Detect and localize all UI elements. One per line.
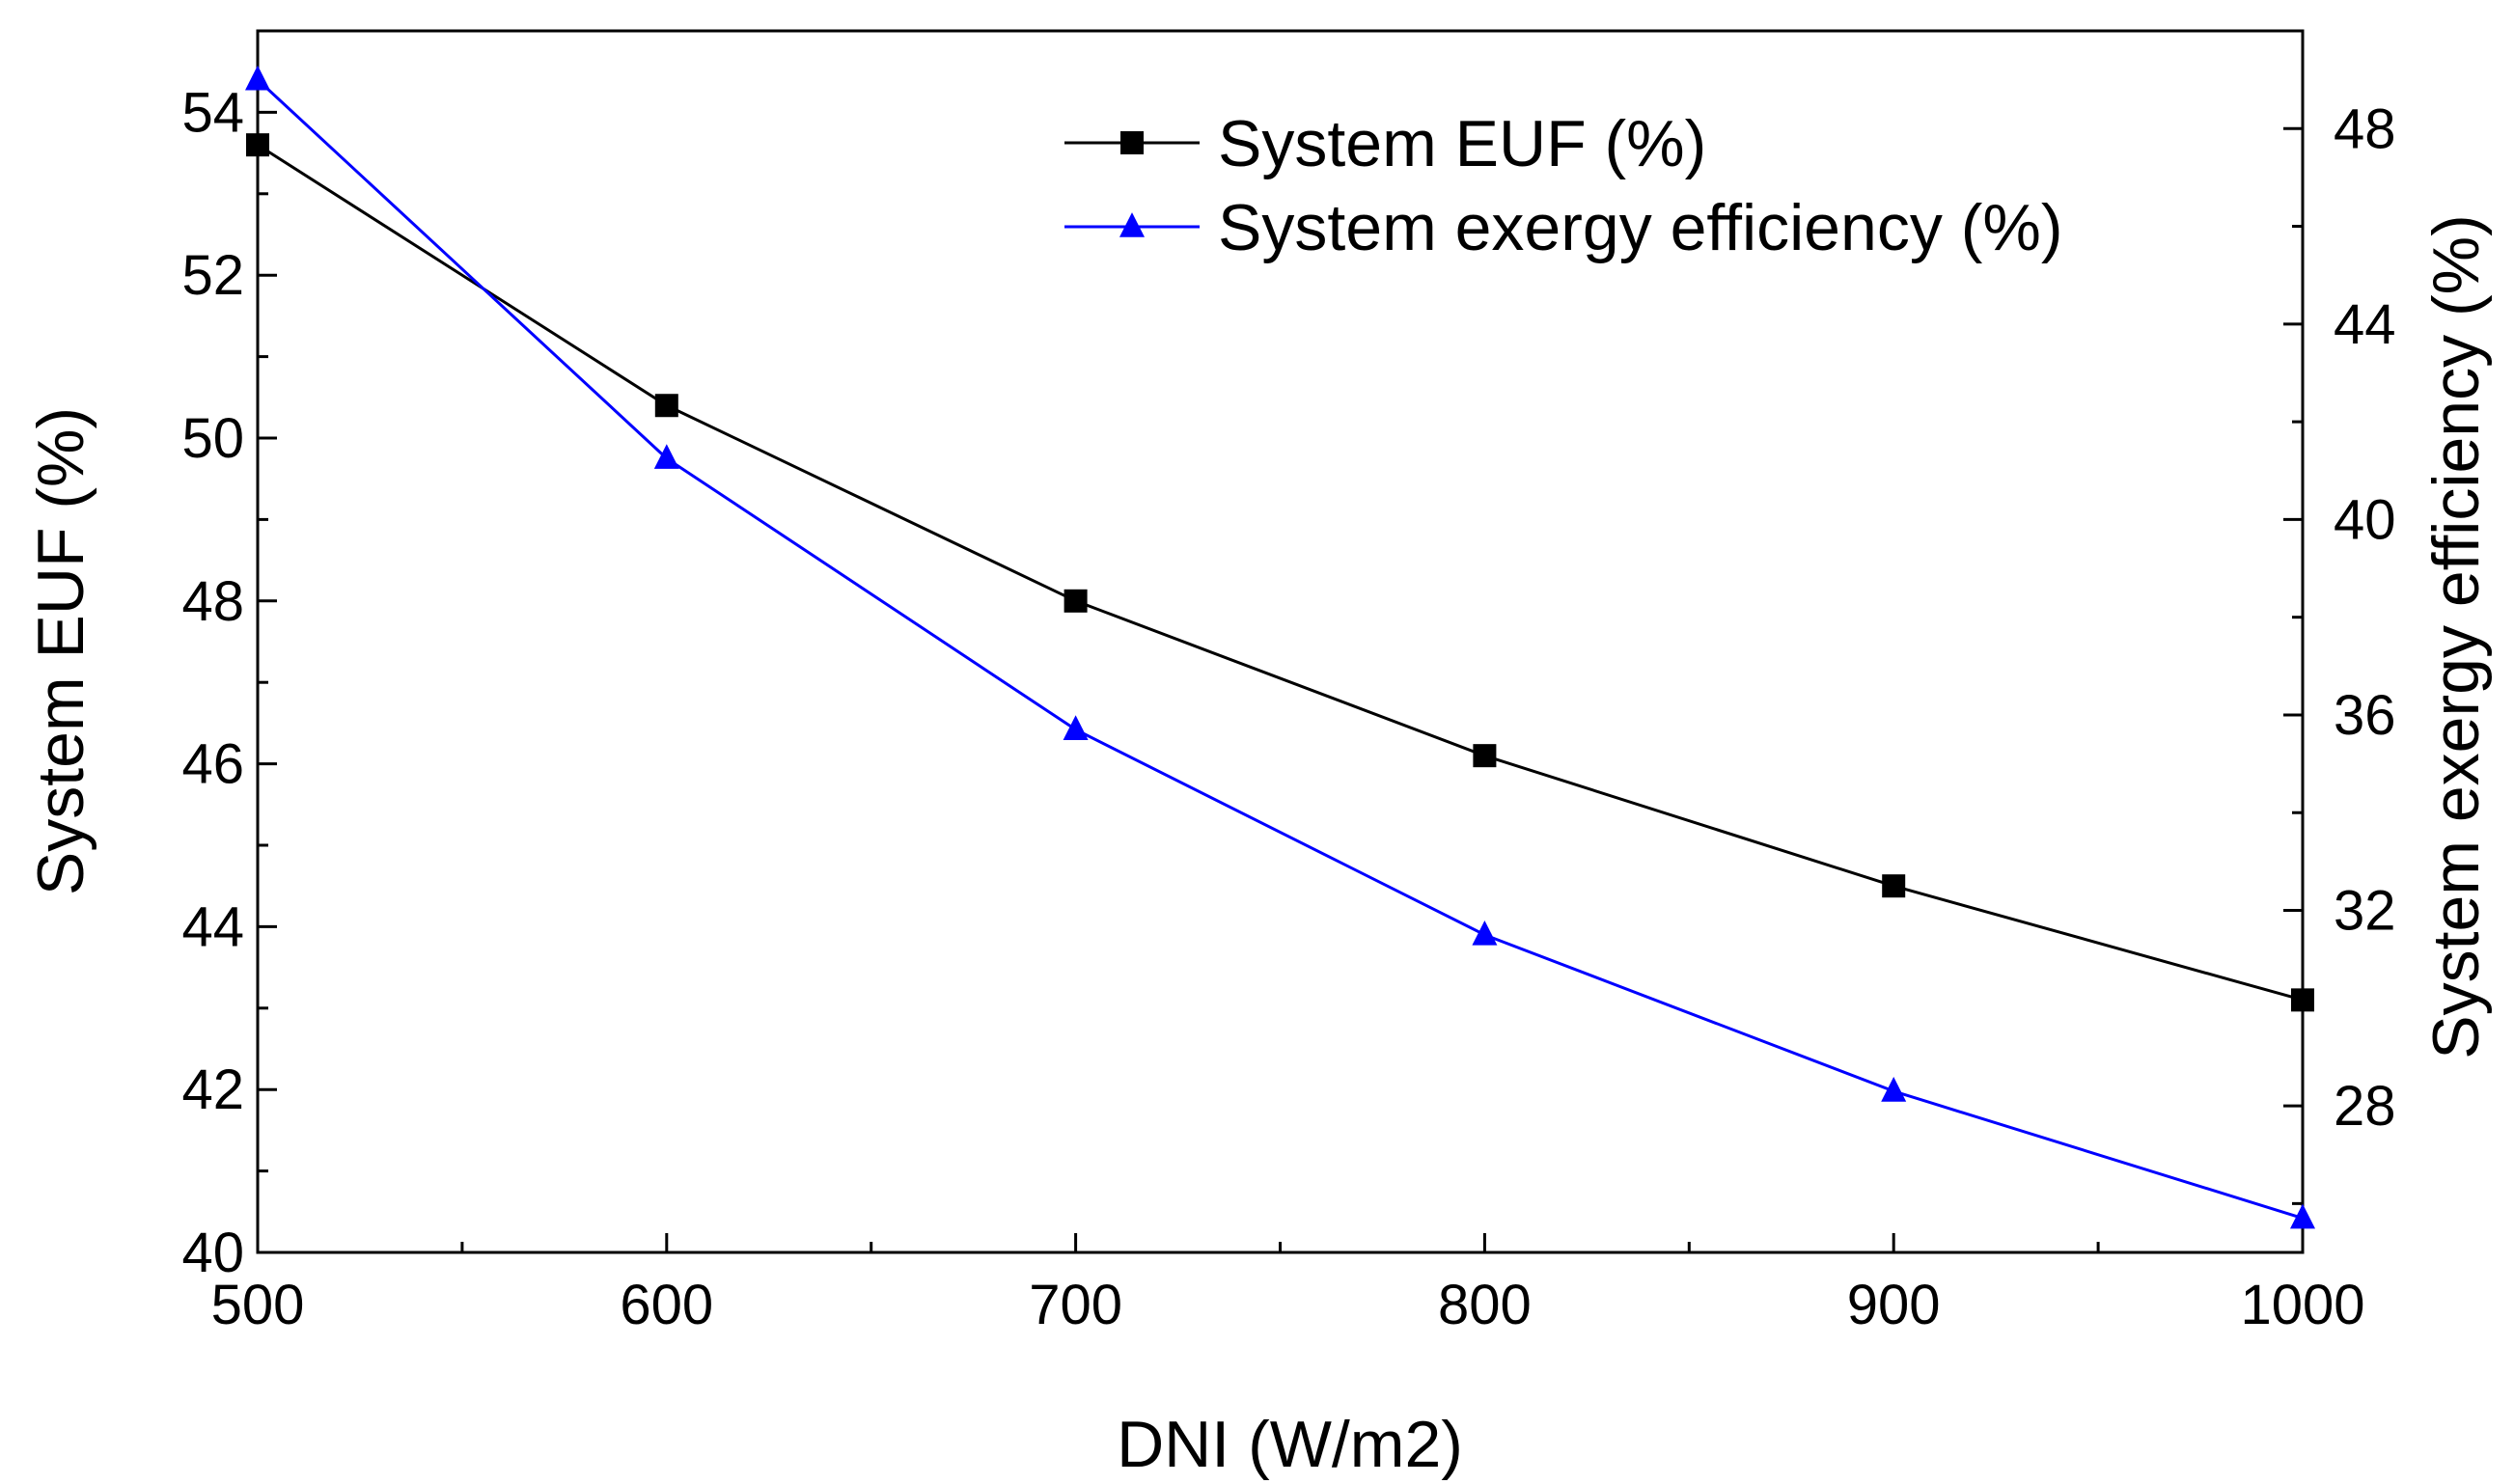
y-right-tick-label: 32: [2334, 880, 2396, 943]
legend-item-euf: System EUF (%): [1064, 107, 1706, 180]
x-tick-label: 900: [1847, 1274, 1941, 1336]
y-left-axis-title: System EUF (%): [24, 407, 97, 895]
data-point-exergy: [653, 444, 679, 469]
x-tick-label: 600: [620, 1274, 713, 1336]
axes-layer: 500 600 700 800 900 1000 40 42 44 46 48 50 52 54 28 32 3…: [24, 29, 2493, 1481]
data-point-euf: [1473, 744, 1497, 768]
series-euf: [246, 133, 2314, 1012]
y-right-tick-label: 36: [2334, 684, 2396, 747]
y-right-tick-label: 28: [2334, 1075, 2396, 1138]
data-point-euf: [1064, 589, 1088, 613]
y-right-axis-title: System exergy efficiency (%): [2419, 214, 2493, 1058]
data-point-exergy: [2290, 1203, 2315, 1229]
y-left-tick-label: 50: [181, 407, 244, 470]
legend: System EUF (%) System exergy efficiency (…: [1064, 107, 2062, 264]
y-left-tick-label: 40: [181, 1222, 244, 1284]
y-left-tick-label: 48: [181, 570, 244, 633]
data-point-euf: [246, 133, 269, 157]
y-left-tick-label: 54: [181, 81, 244, 144]
y-left-tick-label: 46: [181, 733, 244, 796]
data-point-euf: [1882, 874, 1906, 898]
series-line-euf: [257, 143, 2304, 1002]
series-layer: [245, 65, 2315, 1229]
y-right-tick-label: 44: [2334, 293, 2396, 356]
legend-marker-euf: [1120, 131, 1144, 154]
x-tick-label: 800: [1438, 1274, 1532, 1336]
data-point-euf: [654, 394, 678, 418]
x-tick-label: 500: [211, 1274, 305, 1336]
data-point-exergy: [1063, 715, 1089, 740]
x-tick-label: 700: [1029, 1274, 1122, 1336]
y-right-tick-label: 48: [2334, 97, 2396, 160]
x-axis-title: DNI (W/m2): [1117, 1408, 1463, 1481]
data-point-exergy: [1881, 1077, 1907, 1102]
legend-label-euf: System EUF (%): [1218, 107, 1706, 180]
data-point-exergy: [245, 65, 270, 91]
y-left-tick-label: 42: [181, 1058, 244, 1121]
legend-item-exergy: System exergy efficiency (%): [1064, 191, 2062, 264]
y-left-tick-label: 44: [181, 895, 244, 958]
legend-label-exergy: System exergy efficiency (%): [1218, 191, 2062, 264]
data-point-euf: [2291, 988, 2314, 1012]
y-right-tick-label: 40: [2334, 488, 2396, 551]
series-exergy: [245, 65, 2315, 1229]
series-line-exergy: [256, 78, 2304, 1220]
data-point-exergy: [1472, 920, 1498, 946]
x-tick-label: 1000: [2240, 1274, 2364, 1336]
legend-marker-exergy: [1119, 212, 1145, 237]
y-left-tick-label: 52: [181, 244, 244, 307]
